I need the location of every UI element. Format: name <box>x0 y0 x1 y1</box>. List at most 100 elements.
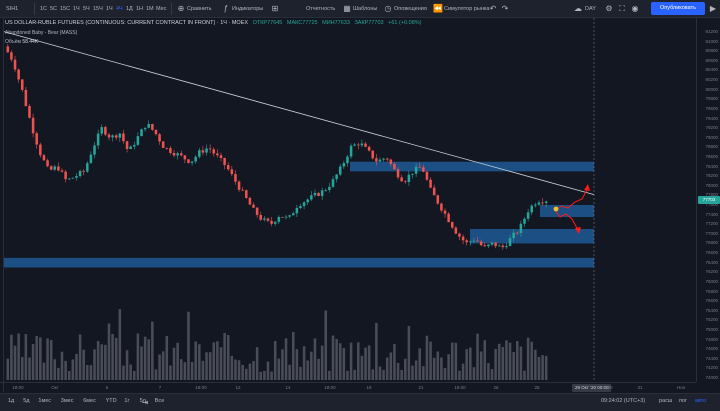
volume-bar <box>284 338 288 380</box>
candle-body <box>147 123 150 128</box>
volume-bar <box>328 370 331 380</box>
redo-icon[interactable]: ↷ <box>501 4 509 13</box>
plus-icon[interactable]: ⊕ <box>177 4 185 13</box>
interval-button[interactable]: 4Ч <box>116 6 123 12</box>
undo-icon[interactable]: ↶ <box>489 4 497 13</box>
volume-bar <box>169 365 172 380</box>
candle-body <box>302 202 306 207</box>
price-label: 76600 <box>705 250 718 256</box>
volume-bar <box>140 346 143 380</box>
interval-button[interactable]: 1Ч <box>106 6 113 12</box>
interval-button[interactable]: 1Н <box>136 6 144 12</box>
publish-button[interactable]: Опубликовать <box>651 2 705 15</box>
interval-button[interactable]: 15С <box>60 6 71 12</box>
volume-bar <box>414 360 418 380</box>
cloud-icon[interactable]: ☁ <box>574 4 582 13</box>
volume-bar <box>349 342 353 380</box>
scale-option-1[interactable]: лог <box>678 398 687 404</box>
interval-button[interactable]: 1Д <box>126 6 133 12</box>
interval-button[interactable]: 1М <box>146 6 154 12</box>
compare-button[interactable]: Сравнить <box>187 6 212 12</box>
volume-bar <box>400 369 403 380</box>
volume-legend[interactable]: Объём 58.44K <box>5 39 38 45</box>
range-button[interactable]: 5л <box>139 398 146 404</box>
candle-body <box>255 207 259 215</box>
camera-icon[interactable]: ◉ <box>631 4 639 13</box>
play-icon[interactable]: ▶ <box>709 4 717 13</box>
candle-body <box>67 178 71 180</box>
candle-body <box>10 52 13 60</box>
volume-bar <box>534 349 537 380</box>
candle-body <box>129 146 132 149</box>
range-button[interactable]: 6мес <box>83 398 96 404</box>
range-button[interactable]: 3мес <box>60 398 74 404</box>
templates-icon[interactable]: ▦ <box>343 4 351 13</box>
interval-button[interactable]: Мес <box>156 6 167 12</box>
volume-bar <box>248 363 252 380</box>
volume-bar <box>230 355 234 380</box>
candle-body <box>385 158 389 160</box>
indicators-icon[interactable]: ƒ <box>223 4 229 13</box>
candle-body <box>122 133 125 142</box>
range-button[interactable]: Все <box>154 398 165 404</box>
interval-button[interactable]: 15Ч <box>93 6 103 12</box>
range-button[interactable]: 1г <box>124 398 130 404</box>
volume-bar <box>501 347 505 380</box>
chart-legend: US DOLLAR-RUBLE FUTURES (CONTINUOUS: CUR… <box>5 20 424 26</box>
scale-option-2[interactable]: авто <box>694 398 707 404</box>
indicator-legend[interactable]: Abandoned Baby - Bear (MASS) <box>5 30 77 36</box>
candle-body <box>263 218 266 220</box>
volume-bar <box>393 344 396 380</box>
interval-button[interactable]: 5Ч <box>83 6 90 12</box>
alerts-button[interactable]: Оповещения <box>394 6 427 12</box>
volume-bar <box>35 336 38 380</box>
clock[interactable]: 09:24:02 (UTC+3) <box>601 398 646 404</box>
goto-date-icon[interactable]: ⇥ <box>141 398 149 407</box>
replay-button[interactable]: Симулятор рынка <box>444 6 490 12</box>
range-button[interactable]: 1мес <box>38 398 52 404</box>
replay-icon[interactable]: ⏪ <box>433 4 443 13</box>
settings-icon[interactable]: ⚙ <box>605 4 613 13</box>
volume-bar <box>194 341 197 380</box>
candle-body <box>469 241 472 243</box>
range-button[interactable]: 1д <box>8 398 15 404</box>
range-button[interactable]: 5д <box>23 398 30 404</box>
volume-bar <box>201 360 205 380</box>
interval-button[interactable]: 1Ч <box>73 6 80 12</box>
volume-bar <box>469 347 472 380</box>
volume-bar <box>281 349 284 380</box>
volume-bar <box>411 365 414 380</box>
price-label: 75800 <box>705 288 718 294</box>
candle-body <box>133 144 136 147</box>
scale-option-0[interactable]: расш <box>659 398 673 404</box>
candle-body <box>226 165 230 170</box>
volume-bar <box>310 351 313 380</box>
candle-body <box>360 143 364 146</box>
alert-clock-icon[interactable]: ◷ <box>384 4 392 13</box>
candle-body <box>425 171 429 180</box>
price-label: 78400 <box>705 163 718 169</box>
candle-body <box>277 216 281 222</box>
volume-bar <box>508 342 512 380</box>
range-button[interactable]: YTD <box>105 398 117 404</box>
price-axis[interactable]: 81200 81000 80800 80600 80400 80200 80000 79800… <box>696 18 720 382</box>
interval-button[interactable]: 1С <box>40 6 48 12</box>
volume-bar <box>17 333 20 380</box>
volume-bar <box>440 357 443 380</box>
chart-layout-icon[interactable]: ⊞ <box>271 4 279 13</box>
candle-body <box>541 202 544 204</box>
price-chart[interactable] <box>0 18 696 382</box>
indicators-button[interactable]: Индикаторы <box>232 6 264 12</box>
volume-bar <box>324 310 328 380</box>
fullscreen-icon[interactable]: ⛶ <box>619 4 625 13</box>
layout-name[interactable]: DAY <box>585 6 596 12</box>
reports-button[interactable]: Отчетность <box>306 6 336 12</box>
candle-body <box>526 212 530 219</box>
symbol-search[interactable]: SIH1 <box>6 6 19 12</box>
candle-body <box>537 202 541 205</box>
interval-button[interactable]: 5С <box>50 6 58 12</box>
symbol-title[interactable]: US DOLLAR-RUBLE FUTURES (CONTINUOUS: CUR… <box>5 20 249 26</box>
candle-body <box>349 145 353 157</box>
templates-button[interactable]: Шаблоны <box>353 6 378 12</box>
time-axis[interactable]: 29 Окт '20 00:00 18:00 Окт 5 7 18:00 12 14 18:0… <box>0 382 696 393</box>
